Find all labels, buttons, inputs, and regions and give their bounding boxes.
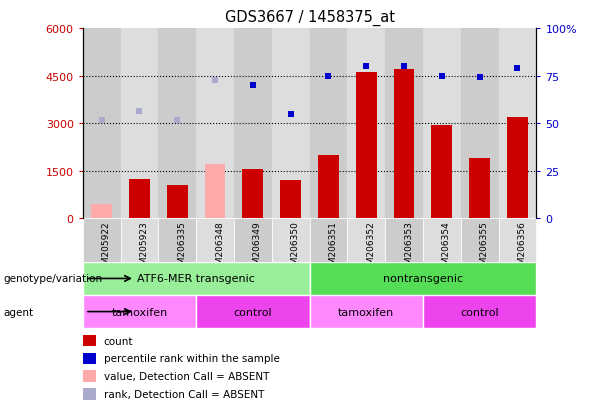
Bar: [91, 205, 112, 219]
Bar: [83, 262, 310, 295]
Bar: [121, 219, 158, 262]
Bar: [423, 219, 461, 262]
Text: GSM206335: GSM206335: [177, 221, 186, 276]
Bar: [310, 295, 423, 328]
Text: nontransgenic: nontransgenic: [383, 274, 463, 284]
Bar: [310, 219, 348, 262]
Text: value, Detection Call = ABSENT: value, Detection Call = ABSENT: [104, 371, 269, 381]
Text: GSM206350: GSM206350: [291, 221, 300, 276]
Bar: [507, 118, 528, 219]
Text: tamoxifen: tamoxifen: [112, 307, 167, 317]
Bar: [498, 29, 536, 219]
Text: rank, Detection Call = ABSENT: rank, Detection Call = ABSENT: [104, 389, 264, 399]
Bar: [196, 295, 310, 328]
Text: GSM206353: GSM206353: [404, 221, 413, 276]
Bar: [129, 179, 150, 219]
Bar: [394, 70, 414, 219]
Text: tamoxifen: tamoxifen: [338, 307, 394, 317]
Text: GSM206355: GSM206355: [480, 221, 489, 276]
Bar: [385, 219, 423, 262]
Title: GDS3667 / 1458375_at: GDS3667 / 1458375_at: [224, 10, 395, 26]
Bar: [83, 29, 121, 219]
Text: GSM206356: GSM206356: [517, 221, 527, 276]
Bar: [121, 29, 158, 219]
Bar: [461, 29, 498, 219]
Text: genotype/variation: genotype/variation: [3, 274, 102, 284]
Text: percentile rank within the sample: percentile rank within the sample: [104, 354, 280, 363]
Text: GSM206352: GSM206352: [366, 221, 375, 275]
Bar: [385, 29, 423, 219]
Text: GSM205923: GSM205923: [139, 221, 148, 275]
Text: GSM206354: GSM206354: [442, 221, 451, 275]
Bar: [348, 29, 385, 219]
Text: agent: agent: [3, 307, 33, 317]
Bar: [196, 219, 234, 262]
Text: GSM206349: GSM206349: [253, 221, 262, 275]
Bar: [423, 295, 536, 328]
Bar: [234, 219, 272, 262]
Text: count: count: [104, 336, 133, 346]
Bar: [167, 186, 188, 219]
Bar: [423, 29, 461, 219]
Bar: [196, 29, 234, 219]
Text: control: control: [460, 307, 499, 317]
Bar: [432, 126, 452, 219]
Text: GSM206351: GSM206351: [329, 221, 338, 276]
Bar: [348, 219, 385, 262]
Bar: [356, 73, 376, 219]
Bar: [310, 262, 536, 295]
Bar: [280, 181, 301, 219]
Text: ATF6-MER transgenic: ATF6-MER transgenic: [137, 274, 255, 284]
Bar: [310, 29, 348, 219]
Bar: [498, 219, 536, 262]
Bar: [243, 170, 263, 219]
Text: GSM205922: GSM205922: [102, 221, 111, 275]
Text: GSM206348: GSM206348: [215, 221, 224, 275]
Bar: [272, 29, 310, 219]
Bar: [318, 156, 339, 219]
Text: control: control: [234, 307, 272, 317]
Bar: [158, 29, 196, 219]
Bar: [158, 219, 196, 262]
Bar: [83, 219, 121, 262]
Bar: [461, 219, 498, 262]
Bar: [83, 295, 196, 328]
Bar: [470, 159, 490, 219]
Bar: [234, 29, 272, 219]
Bar: [205, 165, 226, 219]
Bar: [272, 219, 310, 262]
